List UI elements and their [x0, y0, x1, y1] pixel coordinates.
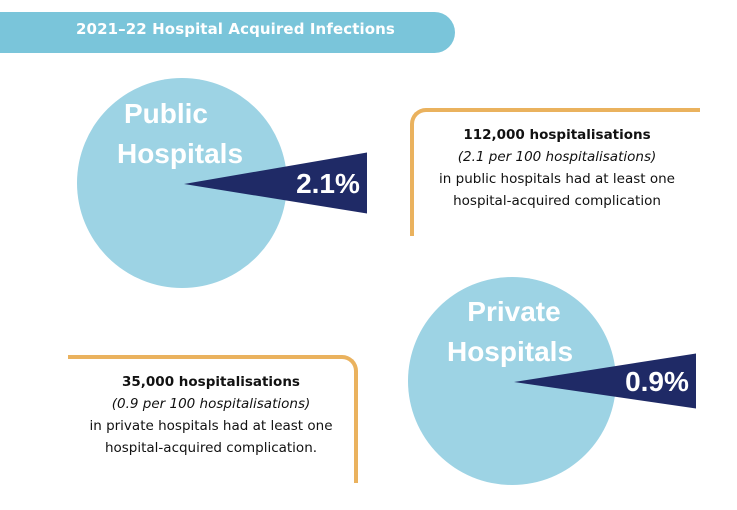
private-pie-slice	[514, 353, 696, 409]
public-slice-label: 2.1%	[296, 168, 360, 199]
public-rate: (2.1 per 100 hospitalisations)	[457, 149, 657, 165]
public-pie: Public Hospitals 2.1%	[77, 78, 367, 288]
public-headline: 112,000 hospitalisations	[463, 127, 651, 143]
private-pie-title-line2: Hospitals	[447, 336, 573, 367]
public-text-line2: hospital-acquired complication	[453, 193, 661, 209]
private-slice-label: 0.9%	[625, 366, 689, 397]
page-title: 2021–22 Hospital Acquired Infections	[76, 20, 395, 38]
private-text-line1: in private hospitals had at least one	[89, 418, 333, 434]
private-pie-body	[408, 277, 616, 485]
private-info-box: 35,000 hospitalisations (0.9 per 100 hos…	[68, 355, 358, 483]
public-text-line1: in public hospitals had at least one	[439, 171, 675, 187]
private-text-line2: hospital-acquired complication.	[104, 440, 318, 456]
private-pie-title-line1: Private	[467, 296, 560, 327]
public-pie-slice	[184, 152, 367, 214]
public-pie-body	[77, 78, 287, 288]
public-pie-title-line1: Public	[124, 98, 208, 129]
public-pie-title-line2: Hospitals	[117, 138, 243, 169]
title-banner	[0, 12, 455, 53]
public-info-box: 112,000 hospitalisations (2.1 per 100 ho…	[410, 108, 700, 236]
private-headline: 35,000 hospitalisations	[122, 374, 300, 390]
private-pie: Private Hospitals 0.9%	[408, 277, 696, 485]
private-rate: (0.9 per 100 hospitalisations)	[111, 396, 311, 412]
